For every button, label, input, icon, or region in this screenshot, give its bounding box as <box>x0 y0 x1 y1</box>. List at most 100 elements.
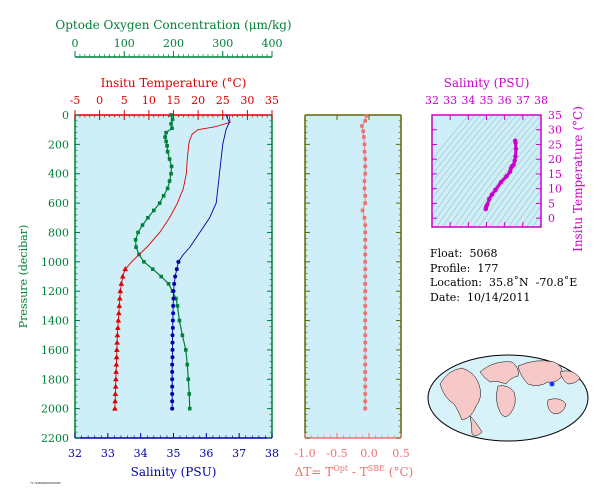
density-isoline <box>490 157 541 227</box>
oxygen-marker <box>163 135 167 139</box>
ts-salinity-axis-label: Salinity (PSU) <box>444 76 530 90</box>
oxygen-marker <box>151 267 155 271</box>
temperature-marker <box>122 266 129 272</box>
oxygen-marker <box>169 113 173 117</box>
map-landmass <box>439 367 481 421</box>
pressure-tick-label: 600 <box>48 197 69 210</box>
oxygen-axis-label: Optode Oxygen Concentration (μm/kg) <box>55 18 291 32</box>
oxygen-marker <box>169 171 173 176</box>
pressure-tick-label: 1600 <box>41 344 69 357</box>
delta-marker <box>362 186 367 191</box>
oxygen-marker <box>169 122 173 126</box>
delta-marker <box>363 193 367 198</box>
density-isoline <box>484 150 541 227</box>
salinity-marker <box>170 399 175 404</box>
salinity-marker <box>176 259 181 264</box>
delta-marker <box>363 406 367 411</box>
delta-marker <box>363 289 367 293</box>
oxygen-marker <box>167 157 172 161</box>
delta-marker <box>363 355 367 360</box>
main-profile-panel: 0200400600800100012001400160018002000220… <box>17 18 292 479</box>
footer-note: 7172008000000000 <box>30 481 61 485</box>
density-isoline <box>432 115 518 226</box>
oxygen-marker <box>165 186 170 191</box>
ts-marker <box>512 158 517 163</box>
density-isoline <box>538 222 541 227</box>
delta-axis-label-part: ΔT= T <box>295 465 334 479</box>
density-isoline <box>472 135 541 227</box>
oxygen-marker <box>177 318 182 323</box>
map-landmass <box>496 385 516 417</box>
delta-marker <box>360 208 365 213</box>
salinity-tick-label: 35 <box>167 447 181 460</box>
oxygen-marker <box>165 149 170 154</box>
oxygen-tick-label: 400 <box>262 37 283 50</box>
temperature-marker <box>112 383 119 389</box>
salinity-marker <box>170 377 175 382</box>
salinity-marker <box>170 355 175 360</box>
ts-marker <box>513 138 518 143</box>
temperature-tick-label: 5 <box>121 94 128 107</box>
delta-axis-label-part: SBE <box>368 464 385 473</box>
oxygen-marker <box>170 126 174 131</box>
delta-tick-label: 0.5 <box>392 447 410 460</box>
ts-temperature-axis-label: Insitu Temperature (°C) <box>571 106 585 252</box>
salinity-axis-label: Salinity (PSU) <box>131 465 217 479</box>
ts-temperature-tick-label: 35 <box>548 109 562 122</box>
oxygen-marker <box>134 245 138 249</box>
density-isoline <box>448 115 536 227</box>
ts-marker <box>493 187 498 193</box>
pressure-tick-label: 0 <box>62 109 69 122</box>
temperature-tick-label: 35 <box>265 94 279 107</box>
salinity-marker <box>170 406 175 411</box>
delta-marker <box>363 340 367 345</box>
pressure-tick-label: 2200 <box>41 432 69 445</box>
delta-marker <box>363 223 367 227</box>
ts-salinity-tick-label: 34 <box>461 94 475 107</box>
salinity-marker <box>170 391 175 396</box>
pressure-tick-label: 200 <box>48 138 69 151</box>
oxygen-marker <box>136 230 140 235</box>
delta-temperature-panel: -1.0 -0.5 0.0 0.5 ΔT= TOpt - TSBE (°C) <box>294 113 413 479</box>
ts-marker <box>511 162 516 167</box>
delta-marker <box>363 311 367 316</box>
ts-temperature-tick-label: 5 <box>548 197 555 210</box>
delta-tick-label: 0.0 <box>360 447 378 460</box>
oxygen-marker <box>169 164 174 169</box>
oxygen-marker <box>170 117 175 122</box>
oxygen-marker <box>175 304 180 308</box>
density-isoline <box>496 165 541 227</box>
pressure-tick-label: 1000 <box>41 256 69 269</box>
salinity-marker <box>174 267 179 272</box>
oxygen-tick-label: 200 <box>163 37 184 50</box>
map-landmass <box>479 361 519 385</box>
oxygen-tick-label: 100 <box>114 37 135 50</box>
density-isoline <box>432 115 512 217</box>
delta-marker <box>363 296 367 301</box>
delta-marker <box>363 164 367 169</box>
delta-marker <box>363 348 367 352</box>
delta-marker <box>360 124 364 128</box>
ts-salinity-tick-label: 32 <box>425 94 439 107</box>
delta-marker <box>363 362 367 367</box>
ts-marker <box>489 192 495 197</box>
salinity-tick-label: 33 <box>101 447 115 460</box>
salinity-marker <box>170 384 175 389</box>
salinity-marker <box>170 369 175 374</box>
density-isoline <box>478 143 541 227</box>
oxygen-marker <box>164 130 168 135</box>
salinity-tick-label: 34 <box>134 447 148 460</box>
temperature-tick-label: 10 <box>142 94 156 107</box>
delta-marker <box>363 377 367 382</box>
temperature-marker <box>116 310 122 316</box>
temperature-marker <box>116 302 123 308</box>
map-float-location <box>549 381 555 387</box>
map-landmass <box>517 360 563 386</box>
oxygen-marker <box>174 296 178 301</box>
oxygen-marker <box>166 282 171 286</box>
salinity-tick-label: 32 <box>68 447 82 460</box>
pressure-tick-label: 1800 <box>41 373 69 386</box>
salinity-marker <box>170 318 175 323</box>
temperature-marker <box>117 295 123 301</box>
